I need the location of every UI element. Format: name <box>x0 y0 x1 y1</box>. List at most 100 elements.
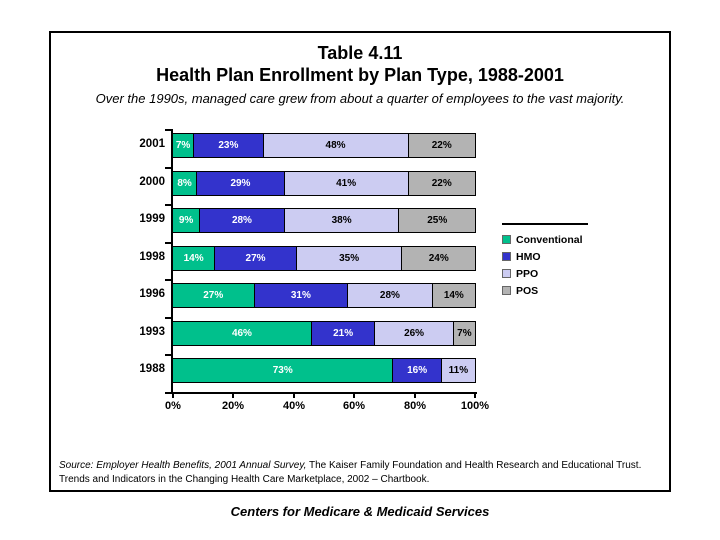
legend-item: PPO <box>502 265 642 282</box>
x-axis-tick <box>293 394 295 398</box>
legend-item: POS <box>502 282 642 299</box>
bar-row: 73% 16% 11% <box>172 358 476 383</box>
category-label: 1996 <box>139 288 165 300</box>
bar-segment: 21% <box>311 322 376 345</box>
bar-value-label: 28% <box>231 215 252 226</box>
legend-divider <box>502 223 588 225</box>
bar-row: 46% 21% 26% 7% <box>172 321 476 346</box>
bar-value-label: 38% <box>331 215 352 226</box>
legend-swatch <box>502 235 511 244</box>
bar-segment: 9% <box>173 209 201 232</box>
source-citation: Source: Employer Health Benefits, 2001 A… <box>59 460 307 471</box>
chart-title-line2: Health Plan Enrollment by Plan Type, 198… <box>156 65 564 85</box>
bar-segment: 29% <box>197 172 285 195</box>
category-label: 1999 <box>139 213 165 225</box>
bar-segment: 35% <box>296 247 403 270</box>
bar-row: 8% 29% 41% 22% <box>172 171 476 196</box>
legend: Conventional HMO PPO POS <box>502 223 642 299</box>
bar-value-label: 8% <box>177 178 192 189</box>
bar-row: 14% 27% 35% 24% <box>172 246 476 271</box>
category-label: 2000 <box>139 176 165 188</box>
bar-segment: 48% <box>263 134 409 157</box>
bar-value-label: 16% <box>407 365 428 376</box>
bar-segment: 14% <box>432 284 475 307</box>
bar-segment: 24% <box>402 247 475 270</box>
bar-segment: 25% <box>399 209 475 232</box>
y-axis-tick <box>165 242 171 244</box>
bar-value-label: 22% <box>431 140 452 151</box>
bar-value-label: 29% <box>230 178 251 189</box>
x-axis <box>171 392 477 394</box>
bar-value-label: 7% <box>175 140 191 151</box>
bar-value-label: 14% <box>443 290 464 301</box>
bar-segment: 14% <box>173 247 216 270</box>
bar-segment: 73% <box>173 359 394 382</box>
chart-title-line1: Table 4.11 <box>317 43 403 63</box>
bar-segment: 28% <box>200 209 285 232</box>
bar-segment: 16% <box>393 359 442 382</box>
legend-label: HMO <box>516 250 541 263</box>
bar-value-label: 14% <box>183 253 204 264</box>
bar-value-label: 28% <box>379 290 400 301</box>
bar-segment: 11% <box>441 359 475 382</box>
bar-segment: 41% <box>284 172 409 195</box>
bar-value-label: 41% <box>336 178 357 189</box>
bar-value-label: 22% <box>431 178 452 189</box>
stacked-bar-chart: 0% 20% 40% 60% 80% 100% 2001 7% 23% 48% 22% 2000 8% 2… <box>51 33 669 490</box>
x-tick-label: 60% <box>342 400 366 412</box>
bar-segment: 22% <box>408 134 475 157</box>
bar-segment: 7% <box>453 322 475 345</box>
x-axis-tick <box>353 394 355 398</box>
bar-value-label: 27% <box>245 253 266 264</box>
legend-label: POS <box>516 284 539 297</box>
y-axis-tick <box>165 279 171 281</box>
y-axis-tick <box>165 392 171 394</box>
y-axis-tick <box>165 354 171 356</box>
legend-label: PPO <box>516 267 539 280</box>
x-axis-tick <box>172 394 174 398</box>
chart-title: Table 4.11 Health Plan Enrollment by Pla… <box>51 42 669 86</box>
x-tick-label: 20% <box>221 400 245 412</box>
legend-item: HMO <box>502 248 642 265</box>
y-axis-tick <box>165 129 171 131</box>
bar-value-label: 11% <box>448 365 469 376</box>
bar-segment: 31% <box>254 284 349 307</box>
category-label: 1988 <box>139 363 165 375</box>
bar-value-label: 46% <box>231 328 252 339</box>
x-axis-tick <box>474 394 476 398</box>
x-tick-label: 40% <box>282 400 306 412</box>
bar-segment: 22% <box>408 172 475 195</box>
x-tick-label: 100% <box>460 400 490 412</box>
bar-value-label: 35% <box>339 253 360 264</box>
bar-value-label: 9% <box>178 215 194 226</box>
legend-swatch <box>502 252 511 261</box>
bar-segment: 7% <box>173 134 195 157</box>
bar-value-label: 24% <box>428 253 449 264</box>
source-line2: Trends and Indicators in the Changing He… <box>59 474 430 485</box>
legend-item: Conventional <box>502 231 642 248</box>
legend-swatch <box>502 269 511 278</box>
bar-row: 9% 28% 38% 25% <box>172 208 476 233</box>
category-label: 1998 <box>139 251 165 263</box>
bar-row: 7% 23% 48% 22% <box>172 133 476 158</box>
chart-subtitle: Over the 1990s, managed care grew from a… <box>95 91 625 106</box>
category-label: 2001 <box>139 138 165 150</box>
bar-segment: 23% <box>194 134 264 157</box>
y-axis-tick <box>165 317 171 319</box>
source-note: Source: Employer Health Benefits, 2001 A… <box>59 459 665 487</box>
legend-swatch <box>502 286 511 295</box>
source-citation-rest: The Kaiser Family Foundation and Health … <box>306 460 642 471</box>
legend-label: Conventional <box>516 233 583 246</box>
bar-value-label: 48% <box>325 140 346 151</box>
bar-row: 27% 31% 28% 14% <box>172 283 476 308</box>
bar-value-label: 26% <box>404 328 425 339</box>
bar-segment: 27% <box>215 247 297 270</box>
bar-value-label: 73% <box>272 365 293 376</box>
bar-value-label: 21% <box>333 328 354 339</box>
y-axis-tick <box>165 204 171 206</box>
x-tick-label: 0% <box>165 400 181 412</box>
bar-value-label: 7% <box>457 328 472 339</box>
x-tick-label: 80% <box>403 400 427 412</box>
x-axis-tick <box>414 394 416 398</box>
